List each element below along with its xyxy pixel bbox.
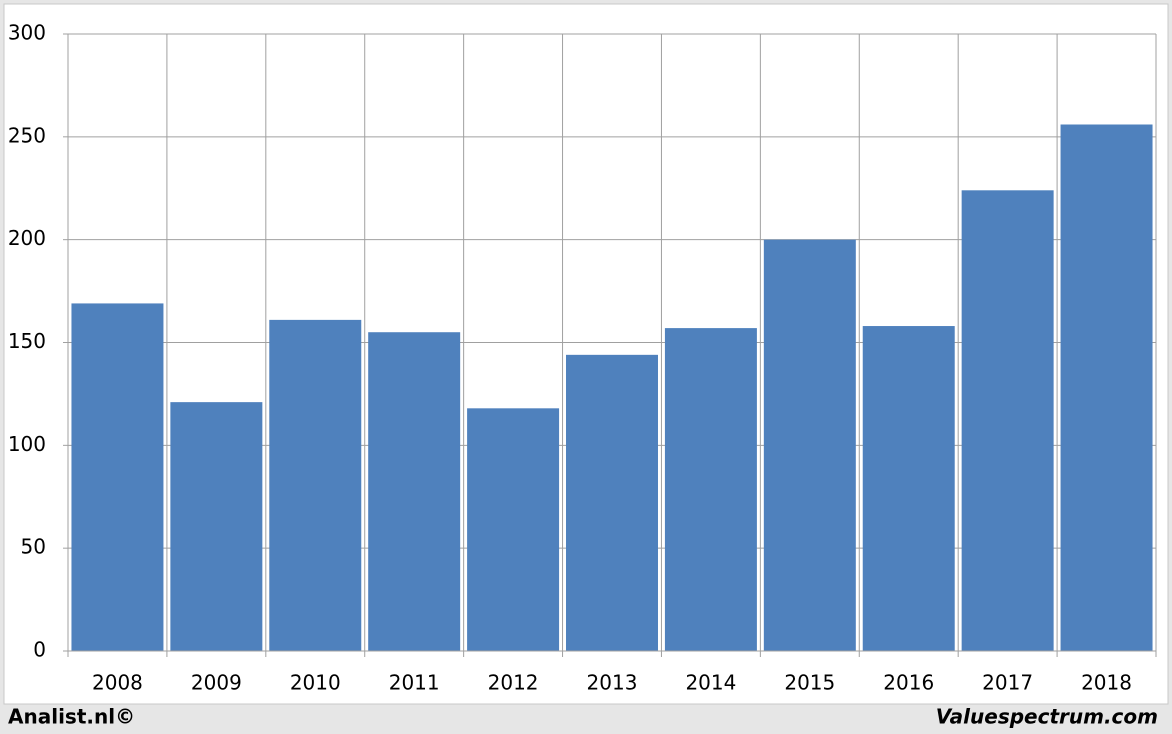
y-tick-label: 50 <box>21 535 46 559</box>
bar <box>961 190 1054 651</box>
footer-left: Analist.nl© <box>8 705 135 729</box>
bar <box>763 239 856 651</box>
y-tick-label: 200 <box>8 226 46 250</box>
x-tick-label: 2016 <box>883 671 934 695</box>
x-tick-label: 2009 <box>191 671 242 695</box>
bar <box>566 354 658 651</box>
x-tick-label: 2008 <box>92 671 143 695</box>
x-tick-label: 2017 <box>982 671 1033 695</box>
x-tick-label: 2018 <box>1081 671 1132 695</box>
bar <box>1060 124 1153 651</box>
bar <box>269 319 362 651</box>
x-tick-label: 2010 <box>290 671 341 695</box>
y-tick-label: 250 <box>8 123 46 147</box>
x-tick-label: 2012 <box>488 671 539 695</box>
x-tick-label: 2011 <box>389 671 440 695</box>
x-tick-label: 2013 <box>587 671 638 695</box>
bar <box>170 402 263 651</box>
y-tick-label: 300 <box>8 21 46 45</box>
bar <box>664 328 757 651</box>
y-tick-label: 0 <box>33 638 46 662</box>
footer-right: Valuespectrum.com <box>936 705 1158 729</box>
bar <box>467 408 560 651</box>
bar <box>862 326 955 651</box>
bar <box>71 303 164 651</box>
x-tick-label: 2015 <box>784 671 835 695</box>
y-tick-label: 150 <box>8 329 46 353</box>
bar <box>368 332 461 651</box>
x-tick-label: 2014 <box>685 671 736 695</box>
y-tick-label: 100 <box>8 432 46 456</box>
